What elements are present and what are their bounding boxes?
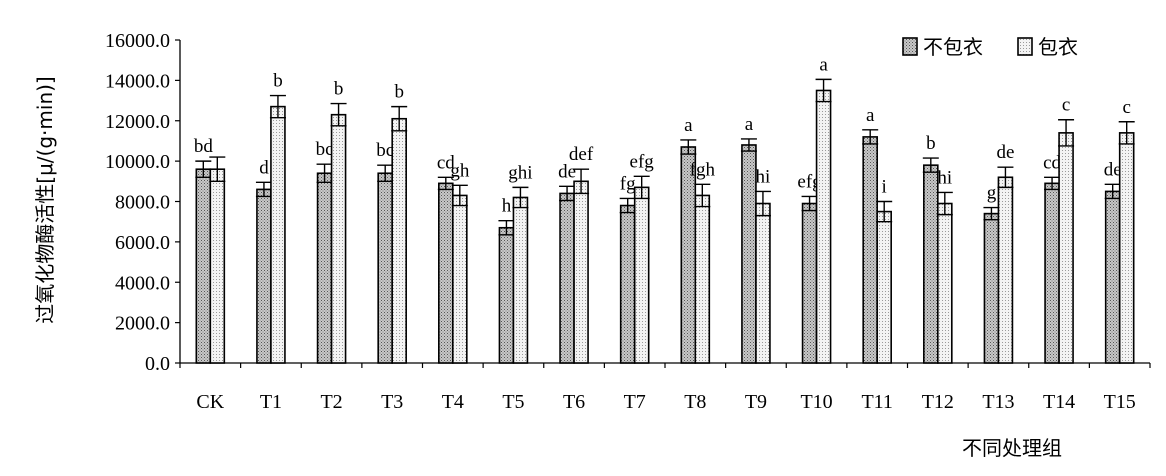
y-axis-title: 过氧化物酶活性[μ/(g·min)] [33, 76, 57, 323]
y-tick-label: 10000.0 [105, 151, 170, 173]
significance-label: efg [630, 151, 655, 172]
x-tick-label: T15 [1104, 391, 1136, 413]
bar [862, 136, 878, 364]
x-tick-label: T4 [442, 391, 464, 413]
y-tick-label: 4000.0 [115, 272, 170, 294]
x-tick-label: T8 [684, 391, 706, 413]
x-tick-label: T3 [381, 391, 403, 413]
significance-label: cd [1043, 152, 1061, 173]
x-tick-label: T14 [1043, 391, 1075, 413]
x-tick-label: T12 [922, 391, 954, 413]
significance-label: def [569, 144, 594, 165]
bar [559, 192, 575, 364]
x-tick-label: T10 [800, 391, 832, 413]
bar [316, 172, 333, 364]
y-tick-label: 12000.0 [105, 111, 170, 133]
bar [741, 144, 757, 364]
significance-label: bc [376, 140, 394, 161]
x-tick-label: T6 [563, 391, 585, 413]
significance-label: b [273, 71, 283, 92]
bar [573, 180, 589, 364]
significance-label: de [996, 142, 1014, 163]
significance-label: a [819, 54, 828, 75]
bar [876, 210, 892, 364]
legend-label: 不包衣 [923, 35, 983, 59]
significance-label: bc [316, 139, 334, 160]
bar [755, 202, 771, 364]
bar [438, 182, 454, 364]
bar [377, 172, 393, 364]
significance-label: b [394, 82, 404, 103]
y-tick-label: 2000.0 [115, 313, 170, 335]
significance-label: c [1122, 97, 1130, 118]
x-tick-label: T9 [745, 391, 767, 413]
bar [983, 212, 1000, 364]
legend-swatch [1017, 37, 1033, 56]
significance-label: h [502, 196, 512, 217]
bar [997, 176, 1014, 364]
bar [391, 117, 407, 364]
bar [937, 202, 953, 364]
significance-label: hi [756, 166, 771, 187]
significance-label: c [1062, 95, 1070, 116]
x-tick-label: T2 [320, 391, 342, 413]
significance-label: b [926, 133, 936, 154]
x-tick-label: T5 [502, 391, 524, 413]
significance-label: i [882, 177, 887, 198]
x-tick-label: T13 [982, 391, 1014, 413]
significance-label: fg [620, 173, 636, 194]
bar [801, 202, 818, 364]
bar [1058, 132, 1074, 364]
significance-label: de [1104, 159, 1122, 180]
bar [923, 164, 939, 364]
legend-label: 包衣 [1038, 35, 1078, 59]
bar [694, 194, 711, 364]
y-tick-label: 8000.0 [115, 192, 170, 214]
bar [330, 113, 347, 364]
x-tick-label: T1 [260, 391, 282, 413]
significance-label: fgh [690, 159, 716, 180]
significance-label: b [334, 79, 344, 100]
bar [633, 186, 650, 364]
significance-label: gh [450, 160, 470, 181]
bar [498, 226, 515, 364]
bar [815, 89, 832, 364]
bar [195, 168, 212, 364]
significance-label: a [866, 105, 875, 126]
significance-label: ghi [508, 162, 532, 183]
significance-label: cd [437, 152, 455, 173]
y-tick-label: 16000.0 [105, 30, 170, 52]
x-tick-label: T11 [861, 391, 892, 413]
bar [619, 204, 636, 364]
bar [270, 105, 286, 364]
significance-label: a [684, 115, 693, 136]
significance-label: bd [194, 136, 214, 157]
significance-label: g [987, 183, 997, 204]
plot-area: 0.0 2000.0 4000.0 6000.0 8000.0 10000.0 12000.… [105, 30, 1151, 413]
significance-label: a [745, 114, 754, 135]
y-tick-label: 14000.0 [105, 70, 170, 92]
x-axis-title: 不同处理组 [962, 436, 1062, 460]
bar [512, 196, 529, 364]
bar [1104, 190, 1121, 364]
significance-label: d [259, 157, 269, 178]
significance-label: de [558, 161, 576, 182]
bar [209, 168, 226, 364]
bar [1118, 132, 1135, 364]
x-tick-label: T7 [624, 391, 646, 413]
legend: 不包衣 包衣 [902, 35, 1078, 59]
significance-label: hi [937, 167, 952, 188]
y-tick-label: 6000.0 [115, 232, 170, 254]
bar [256, 188, 272, 364]
bar [1044, 182, 1060, 364]
legend-swatch [902, 37, 918, 56]
bar [452, 194, 468, 364]
y-tick-label: 0.0 [145, 353, 170, 375]
x-tick-label: CK [196, 391, 224, 413]
